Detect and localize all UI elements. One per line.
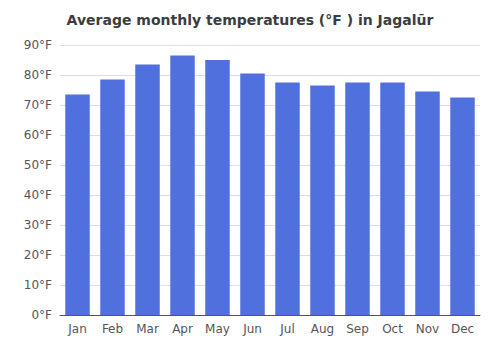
svg-text:Dec: Dec — [451, 322, 474, 336]
svg-text:Mar: Mar — [136, 322, 159, 336]
svg-text:60°F: 60°F — [24, 128, 52, 142]
svg-text:Oct: Oct — [382, 322, 403, 336]
svg-text:10°F: 10°F — [24, 278, 52, 292]
svg-text:80°F: 80°F — [24, 68, 52, 82]
svg-text:Sep: Sep — [346, 322, 369, 336]
svg-text:30°F: 30°F — [24, 218, 52, 232]
svg-text:Jan: Jan — [67, 322, 87, 336]
svg-text:Average monthly temperatures (: Average monthly temperatures (°F ) in Ja… — [67, 12, 434, 28]
svg-text:20°F: 20°F — [24, 248, 52, 262]
svg-text:0°F: 0°F — [31, 308, 52, 322]
svg-text:50°F: 50°F — [24, 158, 52, 172]
svg-text:Jun: Jun — [242, 322, 262, 336]
svg-text:May: May — [205, 322, 230, 336]
svg-text:Nov: Nov — [416, 322, 439, 336]
svg-text:Aug: Aug — [311, 322, 334, 336]
svg-text:Feb: Feb — [102, 322, 123, 336]
svg-text:70°F: 70°F — [24, 98, 52, 112]
svg-text:Jul: Jul — [279, 322, 294, 336]
svg-text:40°F: 40°F — [24, 188, 52, 202]
svg-text:Apr: Apr — [172, 322, 193, 336]
svg-text:90°F: 90°F — [24, 38, 52, 52]
